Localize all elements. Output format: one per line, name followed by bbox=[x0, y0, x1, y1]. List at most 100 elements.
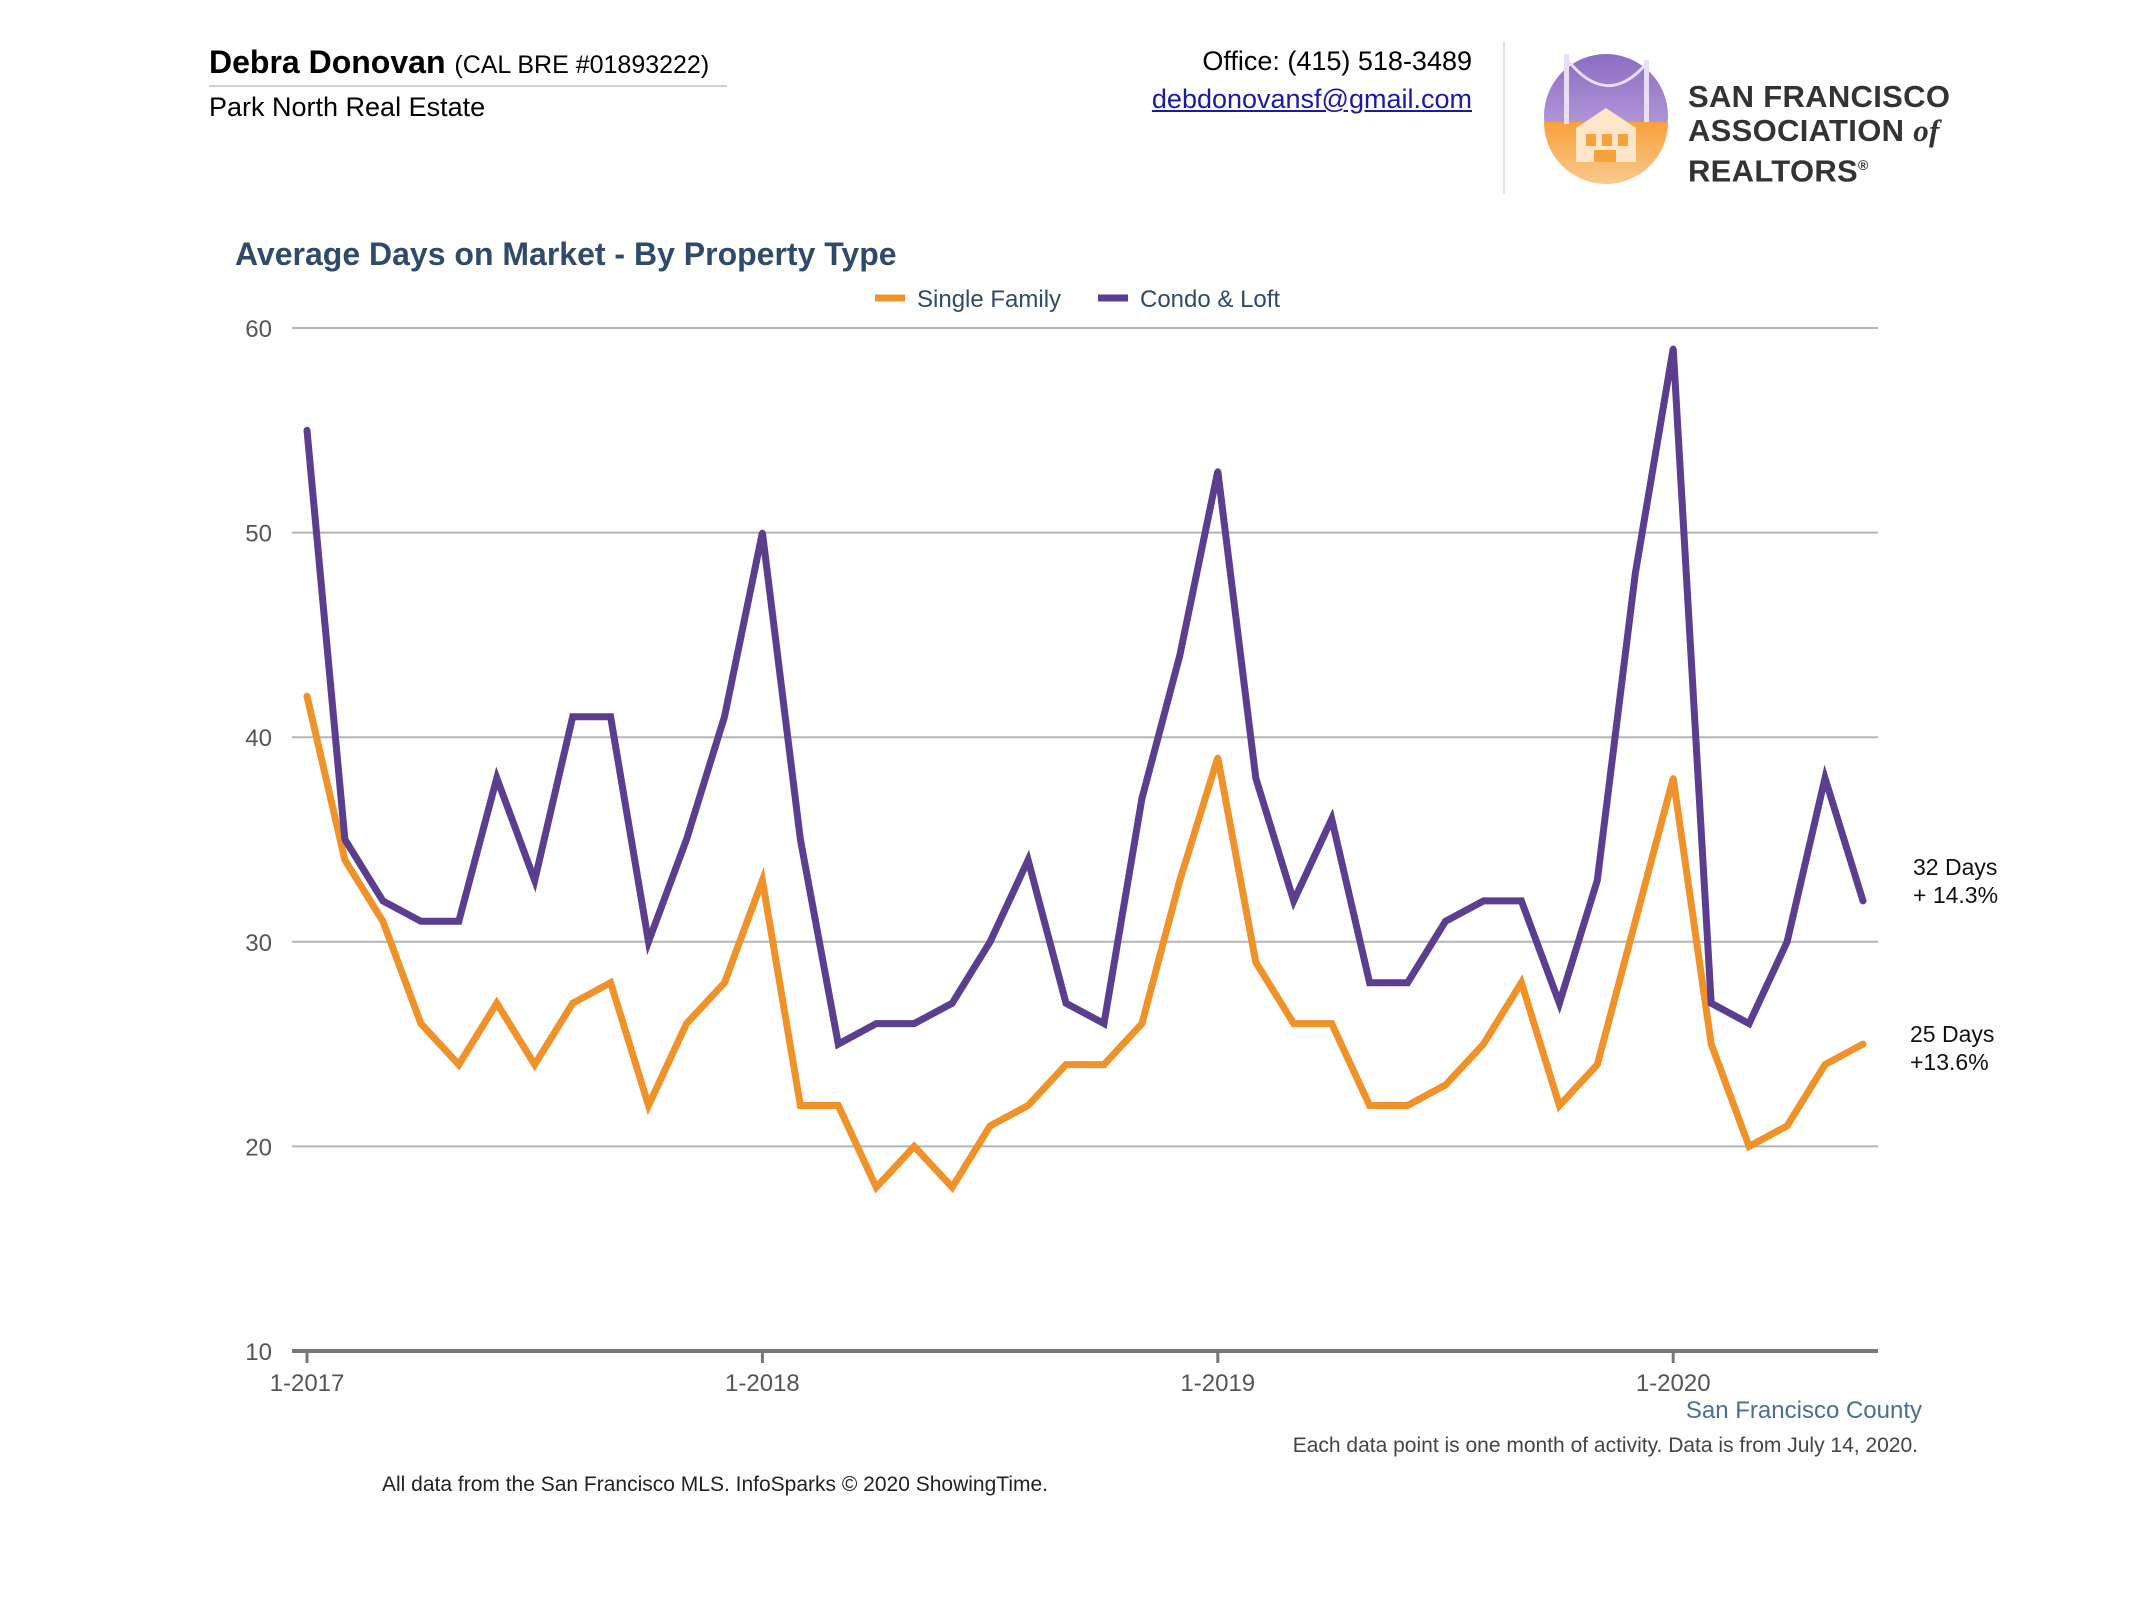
y-tick-label: 30 bbox=[245, 930, 272, 957]
data-point bbox=[1100, 1020, 1107, 1027]
data-point bbox=[1594, 877, 1601, 884]
x-tick-label: 1-2018 bbox=[725, 1370, 800, 1397]
data-point bbox=[1784, 938, 1791, 945]
data-point bbox=[1176, 877, 1183, 884]
data-point bbox=[1708, 1041, 1715, 1048]
data-point bbox=[417, 1020, 424, 1027]
data-point bbox=[1138, 1020, 1145, 1027]
data-point bbox=[1025, 1102, 1032, 1109]
data-point bbox=[1176, 652, 1183, 659]
logo-realtors: Realtors bbox=[1688, 153, 1859, 189]
source-credit: All data from the San Francisco MLS. Inf… bbox=[381, 1473, 1048, 1496]
data-point bbox=[987, 1122, 994, 1129]
data-point bbox=[873, 1184, 880, 1191]
data-point bbox=[1290, 897, 1297, 904]
data-point bbox=[1632, 570, 1639, 577]
data-point bbox=[1556, 1102, 1563, 1109]
end-label-change: + 14.3% bbox=[1913, 882, 1998, 908]
data-point bbox=[1025, 856, 1032, 863]
office-phone: Office: (415) 518-3489 bbox=[1202, 46, 1472, 76]
data-point bbox=[1442, 1082, 1449, 1089]
data-point bbox=[645, 938, 652, 945]
data-point bbox=[759, 877, 766, 884]
y-tick-label: 50 bbox=[245, 521, 272, 548]
data-point bbox=[1442, 918, 1449, 925]
data-point bbox=[1822, 775, 1828, 782]
data-point bbox=[1859, 897, 1866, 904]
data-point bbox=[455, 918, 462, 925]
chart-title: Average Days on Market - By Property Typ… bbox=[235, 236, 897, 272]
logo-of: of bbox=[1913, 113, 1940, 148]
legend-label: Single Family bbox=[917, 286, 1061, 313]
sfar-logo: San Francisco Association of Realtors® bbox=[1540, 50, 2100, 188]
data-point bbox=[1138, 795, 1145, 802]
data-point bbox=[341, 836, 348, 843]
sfar-logo-text: San Francisco Association of Realtors® bbox=[1688, 80, 2100, 188]
data-point bbox=[493, 1000, 500, 1007]
header-rule bbox=[209, 85, 727, 87]
data-point bbox=[1214, 754, 1221, 761]
data-point bbox=[531, 1061, 538, 1068]
series-line-single-family bbox=[303, 692, 1867, 1194]
data-point bbox=[1632, 918, 1639, 925]
data-point bbox=[1822, 1061, 1828, 1068]
data-point bbox=[607, 713, 614, 720]
data-point bbox=[797, 836, 804, 843]
data-point bbox=[455, 1061, 462, 1068]
data-point bbox=[1859, 1041, 1866, 1048]
data-point bbox=[797, 1102, 804, 1109]
y-tick-label: 40 bbox=[245, 725, 272, 752]
data-point bbox=[873, 1020, 880, 1027]
data-point bbox=[379, 918, 386, 925]
data-point bbox=[645, 1102, 652, 1109]
data-point bbox=[1518, 897, 1525, 904]
agent-name-text: Debra Donovan bbox=[209, 44, 446, 80]
data-point bbox=[1404, 979, 1411, 986]
agent-name: Debra Donovan (CAL BRE #01893222) bbox=[209, 44, 709, 81]
logo-association: Association bbox=[1688, 113, 1905, 148]
data-point bbox=[304, 693, 310, 700]
data-point bbox=[1518, 979, 1525, 986]
data-point bbox=[493, 775, 500, 782]
data-point bbox=[1063, 1061, 1069, 1068]
x-tick-label: 1-2017 bbox=[270, 1370, 345, 1397]
y-tick-label: 20 bbox=[245, 1134, 272, 1161]
data-point bbox=[1708, 1000, 1715, 1007]
data-point bbox=[1480, 897, 1487, 904]
email-link[interactable]: debdonovansf@gmail.com bbox=[1151, 84, 1472, 114]
x-tick-label: 1-2020 bbox=[1636, 1370, 1711, 1397]
data-point bbox=[911, 1020, 918, 1027]
logo-registered-mark: ® bbox=[1858, 157, 1869, 173]
data-point bbox=[341, 856, 348, 863]
data-point bbox=[569, 713, 576, 720]
data-point bbox=[1100, 1061, 1107, 1068]
data-point bbox=[683, 836, 690, 843]
license-number: (CAL BRE #01893222) bbox=[454, 51, 710, 79]
data-point bbox=[1480, 1041, 1487, 1048]
company-name: Park North Real Estate bbox=[209, 92, 486, 122]
data-point bbox=[1784, 1122, 1791, 1129]
data-point bbox=[1670, 345, 1677, 352]
data-point bbox=[835, 1041, 842, 1048]
data-point bbox=[569, 1000, 576, 1007]
x-tick-label: 1-2019 bbox=[1180, 1370, 1255, 1397]
sfar-emblem-icon bbox=[1544, 54, 1668, 184]
data-point bbox=[911, 1143, 918, 1150]
data-point bbox=[1214, 468, 1221, 475]
data-point bbox=[1746, 1143, 1753, 1150]
data-point bbox=[607, 979, 614, 986]
logo-line1: San Francisco bbox=[1688, 79, 1951, 114]
data-point bbox=[531, 877, 538, 884]
region-label: San Francisco County bbox=[1685, 1397, 1922, 1424]
data-point bbox=[417, 918, 424, 925]
end-label-days: 25 Days bbox=[1910, 1021, 1994, 1047]
data-point bbox=[721, 713, 728, 720]
data-point bbox=[1328, 816, 1335, 823]
y-tick-label: 60 bbox=[245, 316, 272, 343]
data-point bbox=[759, 529, 766, 536]
data-note: Each data point is one month of activity… bbox=[1292, 1434, 1918, 1457]
data-point bbox=[1328, 1020, 1335, 1027]
legend-label: Condo & Loft bbox=[1140, 286, 1280, 313]
data-point bbox=[1404, 1102, 1411, 1109]
